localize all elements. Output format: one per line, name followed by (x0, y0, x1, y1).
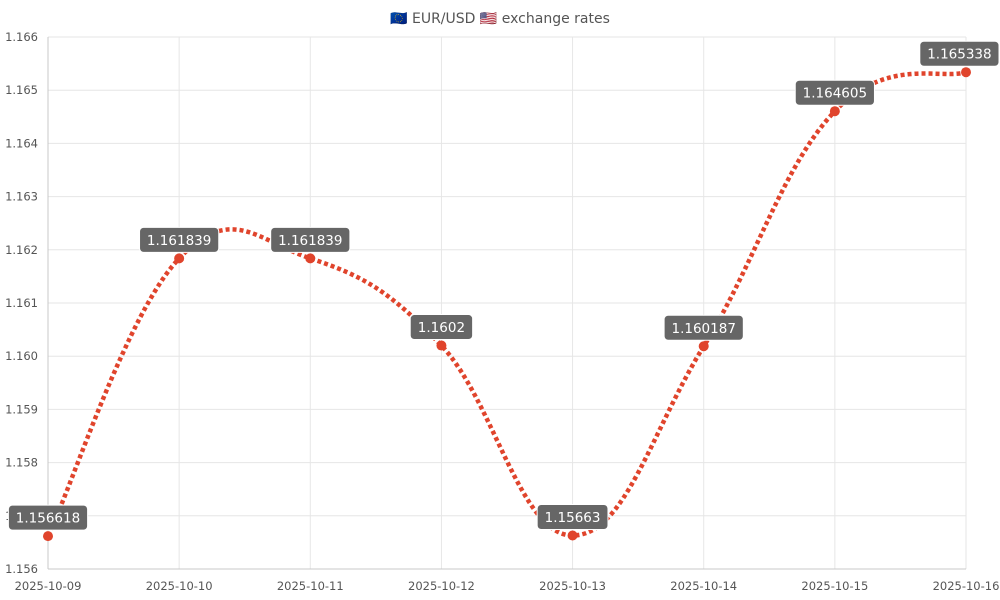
data-point (698, 341, 709, 352)
data-label-box (409, 314, 474, 341)
data-label: 1.165338 (919, 40, 1000, 67)
data-point (829, 106, 840, 117)
y-tick-label: 1.160 (5, 349, 38, 363)
data-label: 1.156618 (7, 504, 89, 531)
x-tick-label: 2025-10-13 (539, 579, 606, 593)
x-tick-label: 2025-10-11 (277, 579, 344, 593)
y-tick-label: 1.161 (5, 296, 38, 310)
x-tick-label: 2025-10-09 (15, 579, 82, 593)
y-tick-label: 1.159 (5, 402, 38, 416)
series-line-path (45, 70, 967, 538)
data-point (961, 67, 971, 78)
data-point (305, 253, 316, 264)
data-label: 1.1602 (409, 314, 474, 341)
chart-title: 🇪🇺 EUR/USD 🇺🇸 exchange rates (390, 11, 610, 27)
data-point (436, 340, 447, 351)
axes (47, 37, 966, 570)
data-label-text: 1.1602 (418, 320, 465, 336)
data-label-box (663, 314, 744, 341)
data-label: 1.160187 (663, 314, 744, 341)
series-line (45, 70, 967, 538)
data-label: 1.161839 (270, 226, 351, 253)
data-label-text: 1.160187 (672, 321, 736, 337)
x-tick-label: 2025-10-12 (408, 579, 475, 593)
y-tick-label: 1.163 (5, 190, 38, 204)
x-tick-label: 2025-10-14 (670, 579, 737, 593)
data-point (43, 531, 53, 542)
data-label: 1.164605 (794, 79, 875, 106)
data-label-text: 1.165338 (927, 47, 991, 63)
data-label: 1.15663 (536, 503, 609, 530)
data-label-text: 1.164605 (803, 86, 867, 102)
data-label-box (919, 40, 1000, 67)
data-labels: 1.156618 1.161839 1.161839 1.1602 1.15663 1.1… (7, 40, 1000, 531)
y-axis-tick-labels: 1.1561.1571.1581.1591.1601.1611.1621.163… (5, 30, 38, 576)
x-tick-label: 2025-10-10 (146, 579, 213, 593)
x-tick-label: 2025-10-15 (801, 579, 868, 593)
data-label-box (794, 79, 875, 106)
data-point (567, 530, 578, 541)
data-points (43, 67, 971, 542)
data-label-text: 1.161839 (278, 233, 342, 249)
data-point (174, 253, 185, 264)
data-label-box (7, 504, 89, 531)
data-label: 1.161839 (139, 226, 220, 253)
data-label-box (270, 226, 351, 253)
data-label-text: 1.15663 (545, 510, 601, 526)
y-tick-label: 1.164 (5, 136, 38, 150)
y-tick-label: 1.166 (5, 30, 38, 44)
data-label-text: 1.161839 (147, 233, 211, 249)
y-tick-label: 1.165 (5, 83, 38, 97)
y-tick-label: 1.158 (5, 456, 38, 470)
data-label-box (536, 503, 609, 530)
x-tick-label: 2025-10-16 (933, 579, 1000, 593)
data-label-text: 1.156618 (16, 511, 80, 527)
grid-lines (48, 36, 967, 569)
y-tick-label: 1.162 (5, 243, 38, 257)
x-axis-tick-labels: 2025-10-09 2025-10-10 2025-10-11 2025-10-12… (15, 579, 1000, 593)
data-label-box (139, 226, 220, 253)
y-tick-label: 1.156 (5, 562, 38, 576)
